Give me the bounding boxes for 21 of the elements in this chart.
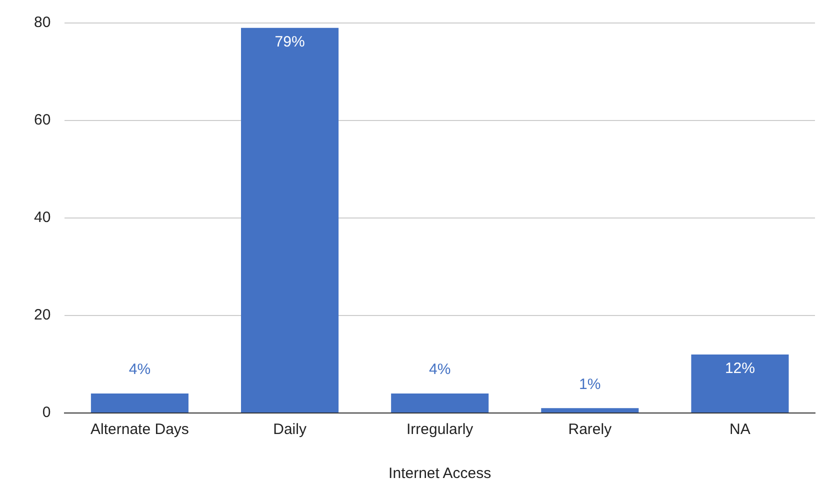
data-label: 4%	[128, 361, 151, 378]
data-label: 4%	[429, 361, 451, 378]
x-tick-label: Rarely	[568, 421, 612, 438]
y-tick-label: 20	[34, 306, 51, 324]
bar	[691, 354, 789, 412]
y-tick-label: 60	[34, 112, 51, 129]
x-tick-label: Daily	[273, 421, 307, 438]
y-tick-label: 40	[34, 209, 51, 226]
x-tick-label: Alternate Days	[90, 421, 189, 438]
data-label: 1%	[579, 376, 601, 393]
bar	[541, 408, 639, 412]
y-tick-label: 80	[34, 14, 51, 32]
data-label: 79%	[274, 34, 305, 51]
bar	[391, 394, 489, 412]
x-tick-label: NA	[730, 421, 750, 438]
bar	[241, 28, 339, 412]
x-axis-title: Internet Access	[388, 465, 492, 482]
bar	[90, 394, 188, 412]
y-tick-label: 0	[42, 404, 51, 422]
data-label: 12%	[724, 360, 755, 378]
x-tick-label: Irregularly	[406, 421, 474, 438]
